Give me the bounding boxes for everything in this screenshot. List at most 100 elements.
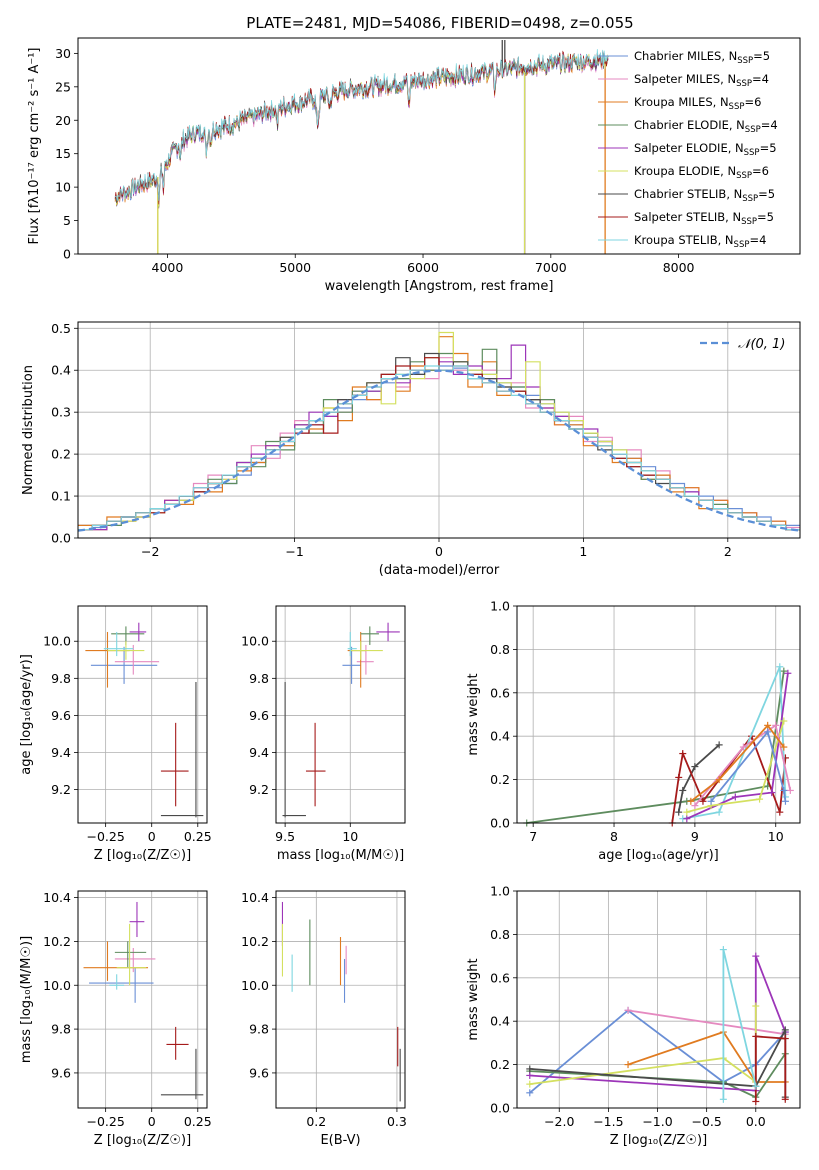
panel-weight_vs_age: 7 8 9 10 0.0 0.2 0.4 0.6 0.8 1.0 age [log₁₀(age/yr…: [466, 599, 801, 863]
legend-entry: Kroupa MILES, NSSP=6: [634, 95, 761, 112]
weight-marker: [752, 1082, 760, 1090]
y-tick-label: 9.6: [51, 1065, 71, 1080]
weight-marker: [526, 1080, 534, 1088]
weight-line: [690, 723, 785, 803]
y-tick-label: 9.6: [249, 708, 269, 723]
weight-marker: [715, 776, 723, 784]
weight-marker: [683, 815, 691, 823]
y-axis-label: mass [log₁₀(M/M☉)]: [19, 936, 34, 1063]
spectrum-line: [114, 50, 609, 205]
y-tick-label: 10.0: [241, 978, 269, 993]
figure-title: PLATE=2481, MJD=54086, FIBERID=0498, z=0…: [246, 14, 633, 32]
legend-entry: Chabrier ELODIE, NSSP=4: [634, 118, 778, 135]
y-tick-label: 0.4: [490, 1014, 510, 1029]
axes-frame: [516, 890, 801, 1109]
plot-area: [282, 622, 400, 818]
y-tick-label: 0.0: [490, 816, 510, 831]
axes-frame: [77, 37, 801, 255]
panel-mass_vs_Z: −0.25 0 0.25 9.6 9.8 10.0 10.2 10.4 Z [log₁₀(Z/Z…: [19, 890, 212, 1148]
y-tick-label: 0.8: [490, 642, 510, 657]
x-axis-label: (data-model)/error: [379, 563, 500, 578]
x-tick-label: 7: [529, 829, 537, 844]
y-tick-label: 9.2: [51, 782, 71, 797]
weight-marker: [781, 1035, 789, 1043]
weight-marker: [683, 808, 691, 816]
y-tick-label: 9.6: [249, 1065, 269, 1080]
x-tick-label: 0.25: [184, 829, 212, 844]
weight-marker: [781, 1026, 789, 1034]
weight-marker: [719, 946, 727, 954]
x-tick-label: 0.2: [306, 1114, 326, 1129]
plot-area: [281, 901, 401, 1102]
panel-age_vs_Z: −0.25 0 0.25 9.2 9.4 9.6 9.8 10.0 Z [log₁₀(Z/Z☉)…: [19, 605, 212, 863]
legend-entry: Salpeter ELODIE, NSSP=5: [634, 141, 777, 158]
y-tick-label: 30: [55, 46, 71, 61]
weight-marker: [526, 1071, 534, 1079]
y-tick-label: 0.1: [51, 489, 71, 504]
weight-marker: [526, 1089, 534, 1097]
y-tick-label: 0.0: [51, 531, 71, 546]
x-tick-label: 0: [148, 829, 156, 844]
plot-area: [85, 622, 204, 818]
plot-area: [526, 946, 789, 1105]
weight-line: [754, 1035, 787, 1102]
weight-marker: [739, 743, 747, 751]
weight-marker: [764, 721, 772, 729]
x-axis-label: Z [log₁₀(Z/Z☉)]: [94, 848, 191, 863]
y-tick-label: 25: [55, 79, 71, 94]
weight-marker: [526, 1065, 534, 1073]
x-tick-label: 0: [435, 544, 443, 559]
y-tick-label: 10.0: [43, 978, 71, 993]
x-axis-label: mass [log₁₀(M/M☉)]: [277, 848, 404, 863]
y-tick-label: 1.0: [490, 599, 510, 614]
weight-marker: [691, 802, 699, 810]
normal-curve: [77, 369, 801, 532]
axes-frame: [77, 321, 801, 539]
weight-marker: [776, 663, 784, 671]
x-tick-label: −1.0: [642, 1114, 672, 1129]
y-tick-label: 9.8: [249, 1022, 269, 1037]
weight-marker: [731, 793, 739, 801]
weight-marker: [715, 808, 723, 816]
x-tick-label: 10: [768, 829, 784, 844]
weight-marker: [784, 669, 792, 677]
x-tick-label: 10: [342, 829, 358, 844]
plot-area: [83, 901, 204, 1100]
weight-marker: [780, 743, 788, 751]
weight-line: [686, 720, 785, 813]
axes-frame: [275, 890, 406, 1109]
x-tick-label: −0.25: [86, 829, 124, 844]
y-tick-label: 9.6: [51, 708, 71, 723]
x-tick-label: 7000: [535, 260, 567, 275]
legend-entry: Kroupa STELIB, NSSP=4: [634, 233, 766, 250]
panel-residuals: −2 −1 0 1 2 0.0 0.1 0.2 0.3 0.4 0.5 (data-model)/er…: [21, 321, 801, 578]
weight-marker: [781, 1095, 789, 1103]
x-tick-label: 9: [691, 829, 699, 844]
y-tick-label: 20: [55, 113, 71, 128]
weight-marker: [675, 808, 683, 816]
x-tick-label: −1: [285, 544, 303, 559]
legend-entry: Salpeter STELIB, NSSP=5: [634, 210, 774, 227]
y-tick-label: 0.4: [490, 729, 510, 744]
y-tick-label: 0.2: [490, 772, 510, 787]
y-tick-label: 0.5: [51, 321, 71, 336]
weight-marker: [752, 1032, 760, 1040]
weight-marker: [752, 1097, 760, 1105]
y-tick-label: 10.2: [43, 934, 71, 949]
y-tick-label: 10.0: [241, 634, 269, 649]
axes-frame: [77, 605, 208, 824]
axes-frame: [77, 890, 208, 1109]
y-tick-label: 9.2: [249, 782, 269, 797]
x-tick-label: 8000: [663, 260, 695, 275]
x-tick-label: 0.0: [746, 1114, 766, 1129]
legend-entry: Salpeter MILES, NSSP=4: [634, 72, 769, 89]
y-axis-label: mass weight: [466, 958, 481, 1040]
axes-frame: [275, 605, 406, 824]
weight-marker: [679, 786, 687, 794]
weight-marker: [707, 797, 715, 805]
y-tick-label: 0.2: [490, 1057, 510, 1072]
x-tick-label: 0.25: [184, 1114, 212, 1129]
weight-marker: [752, 952, 760, 960]
weight-marker: [715, 741, 723, 749]
